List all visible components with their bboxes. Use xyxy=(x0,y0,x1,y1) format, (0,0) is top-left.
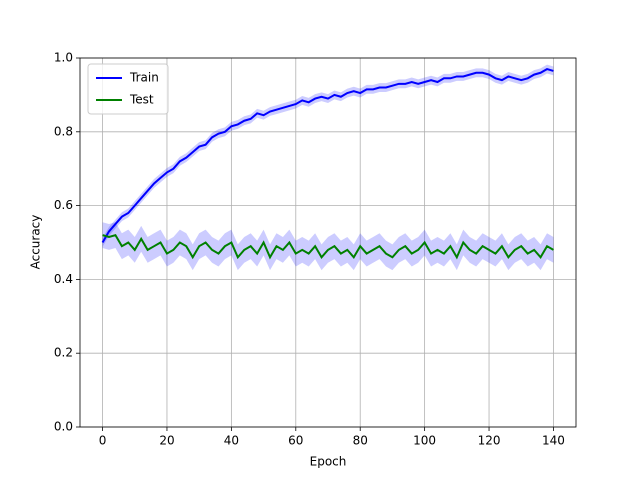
plot-frame xyxy=(79,57,577,428)
legend-label: Train xyxy=(129,71,159,85)
spread-band xyxy=(102,64,554,247)
line-series xyxy=(101,67,554,244)
y-axis-label: Accuracy xyxy=(29,215,43,270)
y-tick-label: 0.6 xyxy=(54,198,73,212)
legend-label: Test xyxy=(129,93,154,107)
x-tick-label: 40 xyxy=(224,434,239,448)
x-tick-label: 80 xyxy=(353,434,368,448)
y-tick-label: 0.0 xyxy=(54,420,73,434)
y-tick-label: 0.4 xyxy=(54,272,73,286)
y-tick-label: 0.2 xyxy=(54,346,73,360)
x-axis-label: Epoch xyxy=(310,455,347,469)
x-tick-label: 60 xyxy=(288,434,303,448)
y-tick-label: 1.0 xyxy=(54,51,73,65)
x-tick-label: 120 xyxy=(478,434,501,448)
spread-band xyxy=(102,222,554,271)
x-tick-label: 140 xyxy=(542,434,565,448)
line-series xyxy=(102,233,554,260)
x-tick-label: 100 xyxy=(413,434,436,448)
x-tick-label: 0 xyxy=(99,434,107,448)
legend-box xyxy=(87,63,169,115)
y-tick-label: 0.8 xyxy=(54,124,73,138)
x-tick-label: 20 xyxy=(159,434,174,448)
